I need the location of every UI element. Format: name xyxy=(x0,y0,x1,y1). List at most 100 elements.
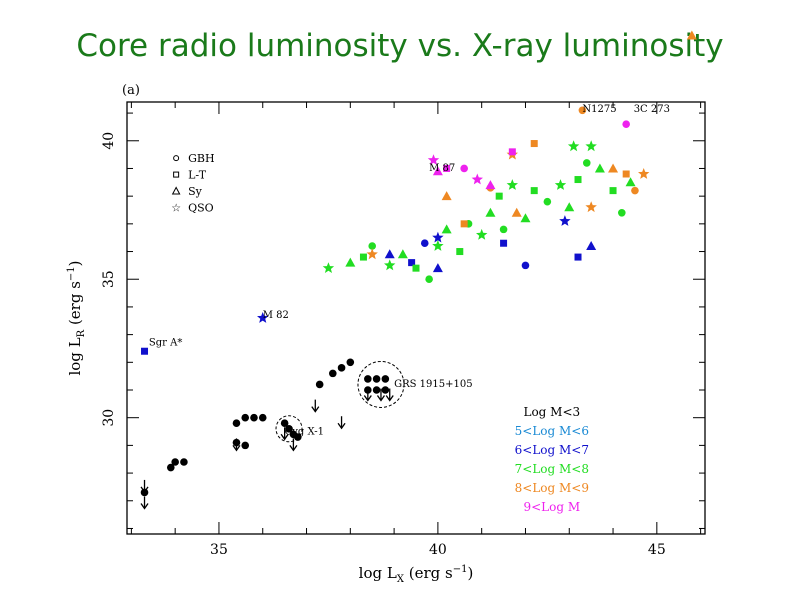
data-point xyxy=(578,106,587,115)
data-point xyxy=(372,375,381,383)
x-tick-label: 40 xyxy=(429,542,447,558)
upper-limit-point xyxy=(140,496,149,510)
upper-limit-point xyxy=(385,388,394,402)
data-point xyxy=(441,224,452,234)
data-point xyxy=(397,249,408,259)
upper-limit-point xyxy=(337,416,346,430)
data-point xyxy=(530,187,538,195)
legend-label: Sy xyxy=(188,185,203,198)
data-point xyxy=(508,148,516,156)
data-point xyxy=(359,253,367,261)
annotations: Sgr A* M 82 GRS 1915+105 Cyg X-1 M 87 N1275 3C… xyxy=(149,104,670,443)
x-axis-label: log LX (erg s−1) xyxy=(359,564,474,585)
data-point xyxy=(257,312,269,323)
data-point xyxy=(412,264,420,272)
data-point xyxy=(441,191,452,201)
cyg-x1-circle xyxy=(275,415,303,443)
mass-legend-label: 7<Log M<8 xyxy=(515,462,589,476)
symbol-legend: GBH L-T Sy ☆ QSO xyxy=(171,152,214,214)
data-point xyxy=(618,208,626,217)
y-tick-label: 30 xyxy=(101,409,117,427)
legend-marker xyxy=(173,155,180,162)
x-tick-label: 45 xyxy=(648,542,666,558)
data-point xyxy=(631,186,639,195)
upper-limit-point xyxy=(363,388,372,402)
upper-limit-point xyxy=(289,438,298,452)
data-point xyxy=(543,197,552,206)
data-point xyxy=(180,458,188,466)
data-point xyxy=(499,225,508,234)
mass-legend-label: 6<Log M<7 xyxy=(515,443,589,457)
upper-limit-point xyxy=(232,438,241,452)
symbol-legend-entry: ☆ QSO xyxy=(171,201,214,214)
legend-marker xyxy=(171,186,181,195)
x-tick-label: 35 xyxy=(210,542,228,558)
data-point xyxy=(232,419,241,428)
annotation-label: 3C 273 xyxy=(634,104,670,115)
data-point xyxy=(381,386,390,394)
data-point xyxy=(594,163,605,173)
y-tick-label: 40 xyxy=(101,132,117,150)
grs-1915-circle xyxy=(357,360,405,408)
legend-label: L-T xyxy=(188,169,207,182)
data-point xyxy=(582,159,591,167)
data-point xyxy=(495,192,503,200)
data-point xyxy=(625,177,636,187)
data-point xyxy=(554,179,567,190)
data-point xyxy=(345,257,356,267)
y-tick-label: 35 xyxy=(101,270,117,288)
upper-limit-point xyxy=(140,479,149,494)
data-point xyxy=(293,433,302,441)
annotation-label: Sgr A* xyxy=(149,338,182,349)
data-point xyxy=(574,253,582,261)
data-point xyxy=(241,413,250,422)
data-point xyxy=(485,180,496,190)
data-point xyxy=(346,358,355,367)
legend-marker: ☆ xyxy=(171,201,181,214)
data-point xyxy=(141,347,149,355)
legend-label: QSO xyxy=(188,201,214,214)
data-point xyxy=(368,242,377,250)
data-point xyxy=(381,375,390,383)
data-point xyxy=(250,413,258,422)
data-point xyxy=(384,249,395,259)
plot-frame xyxy=(126,101,706,535)
data-point xyxy=(456,248,464,256)
annotation-label: Cyg X-1 xyxy=(285,426,324,437)
annotation-label: N1275 xyxy=(582,104,616,115)
data-point xyxy=(432,231,444,243)
data-point xyxy=(280,419,289,428)
data-point xyxy=(329,369,337,378)
axis-ticks: 35 40 45 30 35 40 xyxy=(101,102,705,558)
data-point xyxy=(567,140,580,152)
data-point xyxy=(460,164,468,173)
data-point xyxy=(315,380,324,389)
data-point xyxy=(443,164,451,172)
panel-label: (a) xyxy=(122,83,140,98)
annotation-label: M 87 xyxy=(429,163,455,174)
data-point xyxy=(366,248,378,260)
mass-legend-label: 9<Log M xyxy=(523,500,580,514)
data-point xyxy=(408,259,416,267)
data-point xyxy=(384,259,396,271)
symbol-legend-entry: Sy xyxy=(171,185,203,198)
y-axis-label: log LR (erg s−1) xyxy=(66,260,87,375)
data-point xyxy=(622,120,630,128)
data-point xyxy=(500,239,508,247)
data-point xyxy=(564,202,575,212)
data-point xyxy=(638,168,650,179)
data-point xyxy=(372,386,381,394)
data-point xyxy=(574,176,582,184)
mass-legend-label: 8<Log M<9 xyxy=(515,481,589,495)
data-point xyxy=(521,261,530,270)
data-point xyxy=(420,239,429,248)
page-title: Core radio luminosity vs. X-ray luminosi… xyxy=(76,28,724,64)
data-point xyxy=(586,241,597,250)
data-point xyxy=(241,441,250,450)
annotation-label: M 82 xyxy=(263,310,289,321)
mass-legend: Log M<3 5<Log M<6 6<Log M<7 7<Log M<8 8<Log … xyxy=(515,405,589,514)
data-point xyxy=(530,140,538,148)
upper-limit-point xyxy=(311,399,320,413)
data-point xyxy=(432,166,443,176)
